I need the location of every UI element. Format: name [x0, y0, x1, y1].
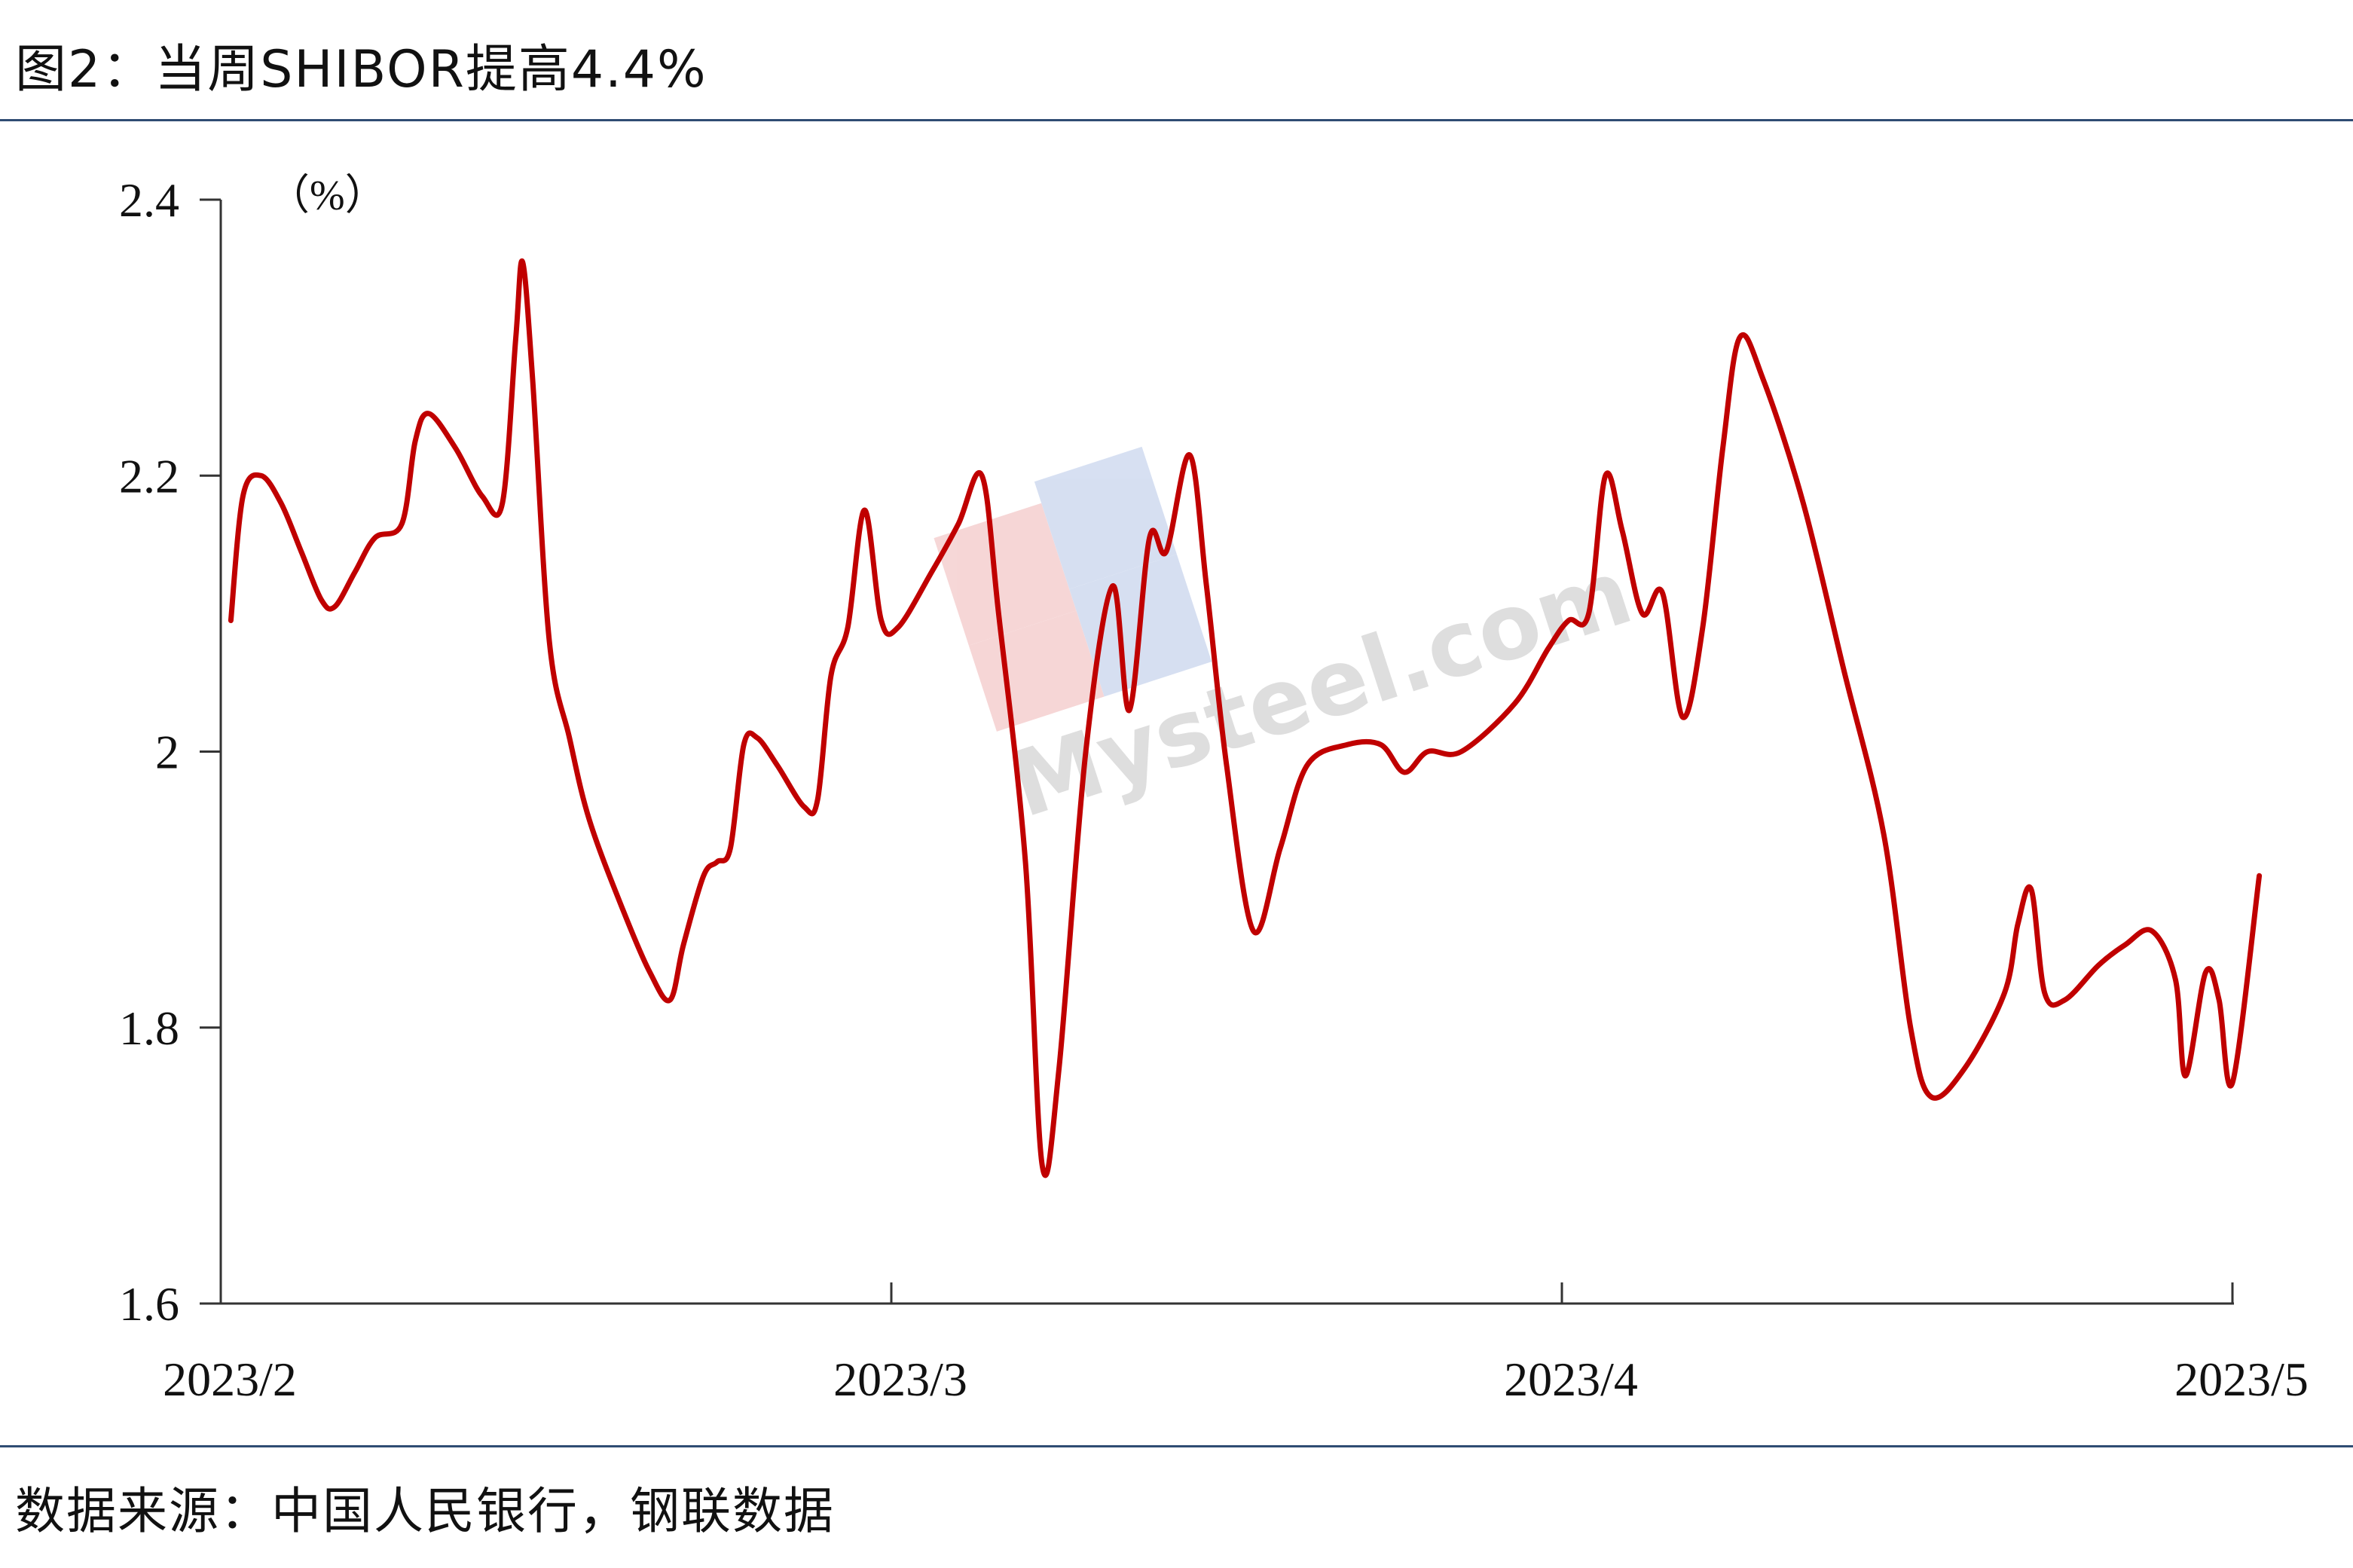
x-tick-label: 2023/3: [833, 1353, 967, 1406]
line-chart: Mysteel.com 1.61.822.22.4 2023/2 2023/3 20…: [119, 173, 2309, 1406]
shibor-series-line: [228, 258, 2263, 1178]
top-rule: [0, 119, 2353, 121]
y-tick-label: 2.2: [119, 449, 179, 503]
y-axis-unit-label: （%）: [267, 173, 387, 219]
x-tick-label: 2023/5: [2174, 1353, 2309, 1406]
data-source: 数据来源：中国人民银行，钢联数据: [15, 1482, 835, 1540]
y-tick-label: 2.4: [119, 173, 179, 227]
y-tick-label: 1.8: [119, 1001, 179, 1055]
x-axis-ticks: 2023/2 2023/3 2023/4 2023/5: [163, 1282, 2309, 1406]
series-group: [228, 258, 2263, 1178]
bottom-rule: [0, 1445, 2353, 1447]
watermark-blue-block: [1034, 446, 1177, 589]
x-tick-label: 2023/2: [163, 1353, 297, 1406]
x-tick-label: 2023/4: [1504, 1353, 1638, 1406]
y-tick-label: 1.6: [119, 1277, 179, 1331]
y-axis-ticks: 1.6 1.8 2 2.2 2.4: [119, 173, 221, 1331]
watermark-red-block: [934, 503, 1077, 646]
y-tick-label: 2: [155, 726, 179, 779]
mysteel-watermark: Mysteel.com: [934, 446, 1644, 839]
chart-title: 图2：当周SHIBOR提高4.4%: [15, 40, 707, 99]
